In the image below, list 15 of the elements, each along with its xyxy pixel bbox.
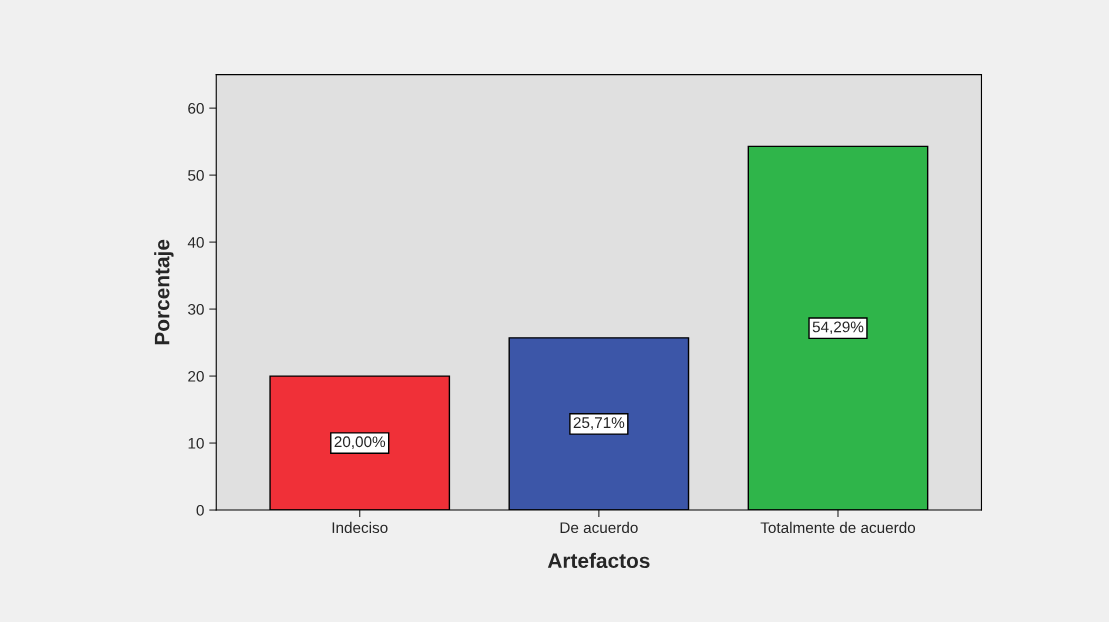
data-label: 54,29% <box>812 321 864 335</box>
y-tick-label: 60 <box>188 103 204 114</box>
y-axis-title: Porcentaje <box>154 239 174 345</box>
data-label: 20,00% <box>334 436 386 449</box>
y-tick-label: 50 <box>188 169 204 181</box>
y-tick-label: 10 <box>188 437 204 449</box>
y-tick-label: 30 <box>188 303 204 315</box>
y-tick-label: 40 <box>187 236 204 248</box>
y-tick-label: 20 <box>188 370 204 382</box>
x-axis-title: Artefactos <box>547 552 650 569</box>
y-tick-label: 0 <box>196 504 204 516</box>
x-tick-label: Indeciso <box>332 521 388 534</box>
data-label: 25,71% <box>573 417 625 430</box>
x-tick-label: De acuerdo <box>560 521 638 534</box>
x-tick-label: Totalmente de acuerdo <box>760 521 916 534</box>
